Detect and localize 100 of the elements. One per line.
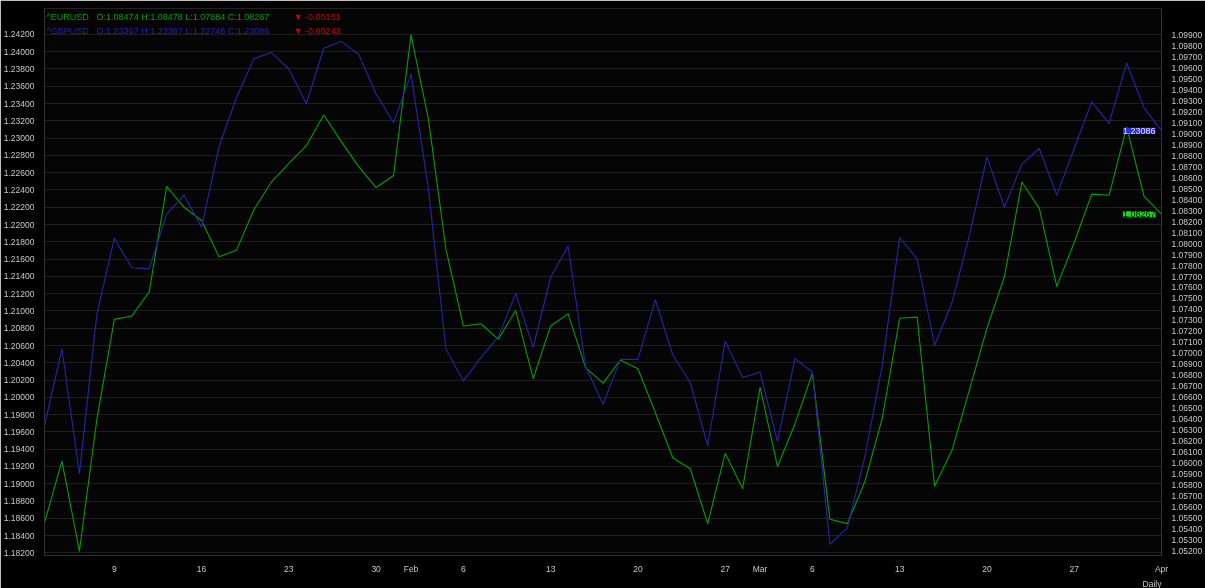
y2-tick-label: 1.09300: [1171, 95, 1203, 106]
y2-tick-label: 1.05800: [1171, 480, 1203, 491]
y-tick-label: 1.20800: [3, 323, 35, 334]
y2-tick-label: 1.08300: [1171, 205, 1203, 216]
y2-tick-label: 1.05400: [1171, 524, 1203, 535]
y-tick-label: 1.18200: [3, 547, 35, 558]
annotation: ▼ -0.00243: [293, 25, 341, 36]
text: Daily: [1142, 578, 1163, 588]
text: ^GBPUSD: [46, 25, 90, 36]
y2-tick-label: 1.08000: [1171, 238, 1203, 249]
y2-tick-label: 1.09000: [1171, 128, 1203, 139]
y-tick-label: 1.21800: [3, 236, 35, 247]
x-tick-label: 27: [720, 563, 731, 574]
y2-tick-label: 1.07000: [1171, 348, 1203, 359]
y2-tick-label: 1.05200: [1171, 546, 1203, 557]
annotation: O:1.08474 H:1.08478 L:1.07884 C:1.08267: [96, 11, 270, 22]
y2-tick-label: 1.08600: [1171, 172, 1203, 183]
y2-tick-label: 1.08400: [1171, 194, 1203, 205]
y2-tick-label: 1.09800: [1171, 40, 1203, 51]
y2-tick-label: 1.07600: [1171, 282, 1203, 293]
y-tick-label: 1.19400: [3, 444, 35, 455]
y-tick-label: 1.23600: [3, 81, 35, 92]
x-tick-label: 6: [810, 563, 816, 574]
y2-tick-label: 1.06000: [1171, 458, 1203, 469]
y-tick-label: 1.22200: [3, 202, 35, 213]
y-tick-label: 1.21600: [3, 254, 35, 265]
y2-tick-label: 1.07700: [1171, 271, 1203, 282]
y2-tick-label: 1.09200: [1171, 106, 1203, 117]
x-tick-label: 20: [633, 563, 643, 574]
y-tick-label: 1.20000: [3, 392, 35, 403]
y2-tick-label: 1.09900: [1171, 29, 1203, 40]
y2-tick-label: 1.06600: [1171, 392, 1203, 403]
y2-tick-label: 1.08700: [1171, 161, 1203, 172]
y-tick-label: 1.22400: [3, 184, 35, 195]
y2-tick-label: 1.09400: [1171, 84, 1203, 95]
y2-tick-label: 1.07800: [1171, 260, 1203, 271]
y-tick-label: 1.23200: [3, 115, 35, 126]
y2-tick-label: 1.05500: [1171, 513, 1203, 524]
y2-tick-label: 1.06700: [1171, 381, 1203, 392]
y2-tick-label: 1.06100: [1171, 447, 1203, 458]
y-tick-label: 1.20400: [3, 357, 35, 368]
annotation: O:1.23367 H:1.23367 L:1.22746 C:1.23086: [96, 25, 270, 36]
x-tick-label: 13: [545, 563, 556, 574]
y2-tick-label: 1.08500: [1171, 183, 1203, 194]
data-label: 1.08267: [1122, 209, 1156, 220]
y-tick-label: 1.19200: [3, 461, 35, 472]
x-tick-label: 30: [371, 563, 382, 574]
x-tick-label: 13: [894, 563, 905, 574]
y2-tick-label: 1.07400: [1171, 304, 1203, 315]
y2-tick-label: 1.08900: [1171, 139, 1203, 150]
y-tick-label: 1.19000: [3, 478, 35, 489]
x-tick-label: 27: [1069, 563, 1080, 574]
y-tick-label: 1.23400: [3, 98, 35, 109]
y-tick-label: 1.20600: [3, 340, 35, 351]
y2-tick-label: 1.07500: [1171, 293, 1203, 304]
x-tick-label: 20: [982, 563, 992, 574]
x-tick-label: Feb: [403, 563, 419, 574]
y2-tick-label: 1.08100: [1171, 227, 1203, 238]
y2-tick-label: 1.05300: [1171, 535, 1203, 546]
x-tick-label: Apr: [1154, 563, 1169, 574]
y-tick-label: 1.18800: [3, 496, 35, 507]
data-label: 1.23086: [1122, 125, 1156, 136]
y2-tick-label: 1.08800: [1171, 150, 1203, 161]
text: ^EURUSD: [46, 11, 90, 22]
y-tick-label: 1.18600: [3, 513, 35, 524]
y-tick-label: 1.22600: [3, 167, 35, 178]
y2-tick-label: 1.09500: [1171, 73, 1203, 84]
y2-tick-label: 1.07100: [1171, 337, 1203, 348]
x-tick-label: 6: [461, 563, 467, 574]
y2-tick-label: 1.07900: [1171, 249, 1203, 260]
y2-tick-label: 1.09600: [1171, 62, 1203, 73]
y2-tick-label: 1.06500: [1171, 403, 1203, 414]
y2-tick-label: 1.05900: [1171, 469, 1203, 480]
x-tick-label: Mar: [752, 563, 768, 574]
y2-tick-label: 1.05600: [1171, 502, 1203, 513]
x-tick-label: 16: [196, 563, 207, 574]
y-tick-label: 1.23800: [3, 63, 35, 74]
y2-tick-label: 1.05700: [1171, 491, 1203, 502]
y-tick-label: 1.21000: [3, 305, 35, 316]
y2-tick-label: 1.06800: [1171, 370, 1203, 381]
y-tick-label: 1.21200: [3, 288, 35, 299]
x-tick-label: 23: [284, 563, 294, 574]
y-tick-label: 1.22800: [3, 150, 35, 161]
y2-tick-label: 1.09700: [1171, 51, 1203, 62]
y-tick-label: 1.24000: [3, 46, 35, 57]
y2-tick-label: 1.06400: [1171, 414, 1203, 425]
y-tick-label: 1.19600: [3, 426, 35, 437]
y-tick-label: 1.19800: [3, 409, 35, 420]
y-tick-label: 1.24200: [3, 29, 35, 40]
x-tick-label: 9: [111, 563, 117, 574]
y2-tick-label: 1.07200: [1171, 326, 1203, 337]
y2-tick-label: 1.06200: [1171, 436, 1203, 447]
y-tick-label: 1.22000: [3, 219, 35, 230]
y-tick-label: 1.21400: [3, 271, 35, 282]
y-tick-label: 1.20200: [3, 375, 35, 386]
y2-tick-label: 1.07300: [1171, 315, 1203, 326]
y2-tick-label: 1.08200: [1171, 216, 1203, 227]
y-tick-label: 1.23000: [3, 133, 35, 144]
y2-tick-label: 1.06300: [1171, 425, 1203, 436]
y2-tick-label: 1.06900: [1171, 359, 1203, 370]
